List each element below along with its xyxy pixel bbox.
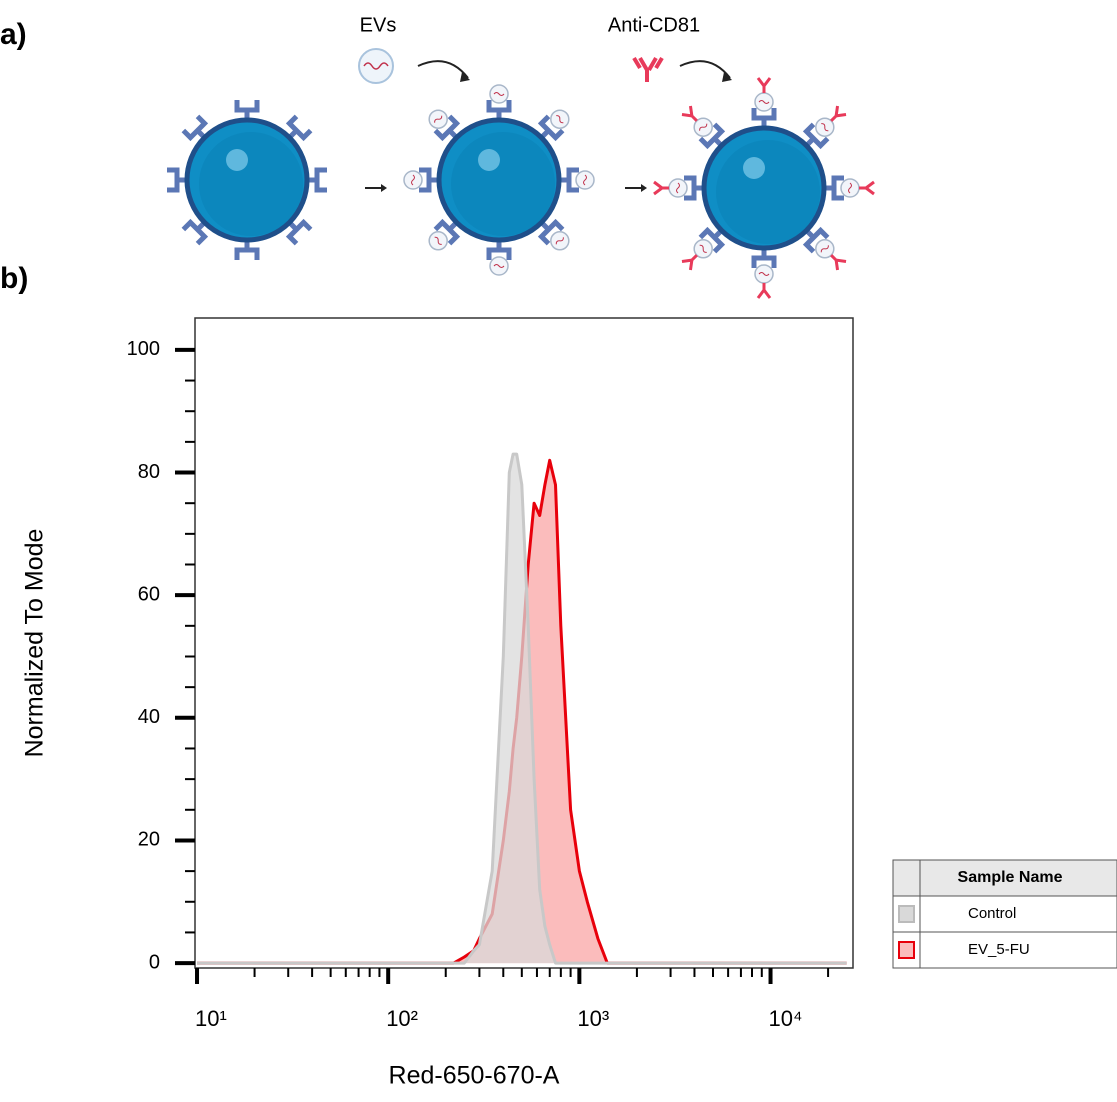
x-tick-label: 10² <box>386 1006 418 1031</box>
receptor <box>802 226 847 271</box>
receptor <box>234 100 260 120</box>
antibody <box>681 254 698 271</box>
x-axis-label: Red-650-670-A <box>389 1062 560 1090</box>
arrow <box>417 60 469 79</box>
rna <box>583 174 587 186</box>
receptor-cup <box>167 167 187 193</box>
legend-header <box>892 859 1117 897</box>
legend-swatch <box>898 905 915 923</box>
rna <box>493 92 505 96</box>
receptor <box>234 240 260 260</box>
rna <box>556 115 564 124</box>
rna <box>699 244 707 253</box>
receptor <box>824 175 875 201</box>
diagram <box>167 48 875 299</box>
rna <box>699 123 708 131</box>
receptor <box>537 218 570 251</box>
rna <box>758 272 770 276</box>
y-tick-label: 40 <box>138 706 160 728</box>
y-tick-label: 0 <box>149 951 160 973</box>
rna <box>363 62 389 70</box>
antibody <box>830 105 847 122</box>
diagram-label: EVs <box>360 14 397 36</box>
arrow-head <box>460 72 470 82</box>
receptor <box>307 167 327 193</box>
receptor <box>802 105 847 150</box>
antibody <box>859 180 875 196</box>
legend-label: Control <box>968 905 1016 922</box>
x-tick-label: 10³ <box>577 1006 609 1031</box>
legend: Sample Name Control EV_5-FU <box>892 859 1117 969</box>
y-tick-label: 80 <box>138 461 160 483</box>
panel-label: a) <box>0 18 27 51</box>
receptor <box>486 240 512 276</box>
receptor <box>653 175 704 201</box>
rna <box>493 264 505 268</box>
rna <box>434 115 443 123</box>
antibody <box>681 105 698 122</box>
receptor <box>559 167 595 193</box>
rna <box>411 174 415 186</box>
receptor-cup <box>234 100 260 120</box>
receptor <box>486 84 512 120</box>
receptor <box>167 167 187 193</box>
bead-shade <box>716 140 820 244</box>
receptor <box>751 77 777 128</box>
arrow <box>679 60 731 79</box>
receptor <box>751 248 777 299</box>
bead-shine <box>478 149 500 171</box>
antibody-icon <box>632 56 664 82</box>
bead-shade <box>199 132 303 236</box>
y-tick-label: 60 <box>138 583 160 605</box>
antibody <box>830 254 847 271</box>
legend-swatch <box>898 941 915 959</box>
rna <box>434 236 442 245</box>
antibody <box>756 283 772 299</box>
receptor <box>403 167 439 193</box>
antibody <box>653 180 669 196</box>
bead-shine <box>226 149 248 171</box>
y-axis-label: Normalized To Mode <box>21 529 49 758</box>
receptor-cup <box>307 167 327 193</box>
receptor <box>681 226 726 271</box>
rna <box>848 182 852 194</box>
arrow-head <box>722 72 732 82</box>
rna <box>758 100 770 104</box>
receptor-cup <box>234 240 260 260</box>
legend-label: EV_5-FU <box>968 941 1030 958</box>
x-tick-label: 10⁴ <box>769 1006 803 1031</box>
x-tick-label: 10¹ <box>195 1006 227 1031</box>
bead-shade <box>451 132 555 236</box>
rna <box>676 182 680 194</box>
diagram-label: Anti-CD81 <box>608 14 700 36</box>
rna <box>821 123 829 132</box>
bead-shine <box>743 157 765 179</box>
antibody <box>756 77 772 93</box>
y-tick-label: 100 <box>127 338 160 360</box>
y-tick-label: 20 <box>138 829 160 851</box>
panel-label: b) <box>0 262 28 295</box>
rna <box>555 237 564 245</box>
rna <box>820 245 829 253</box>
ev-icon <box>358 48 394 84</box>
series-area <box>197 452 847 965</box>
legend-title: Sample Name <box>958 869 1063 886</box>
